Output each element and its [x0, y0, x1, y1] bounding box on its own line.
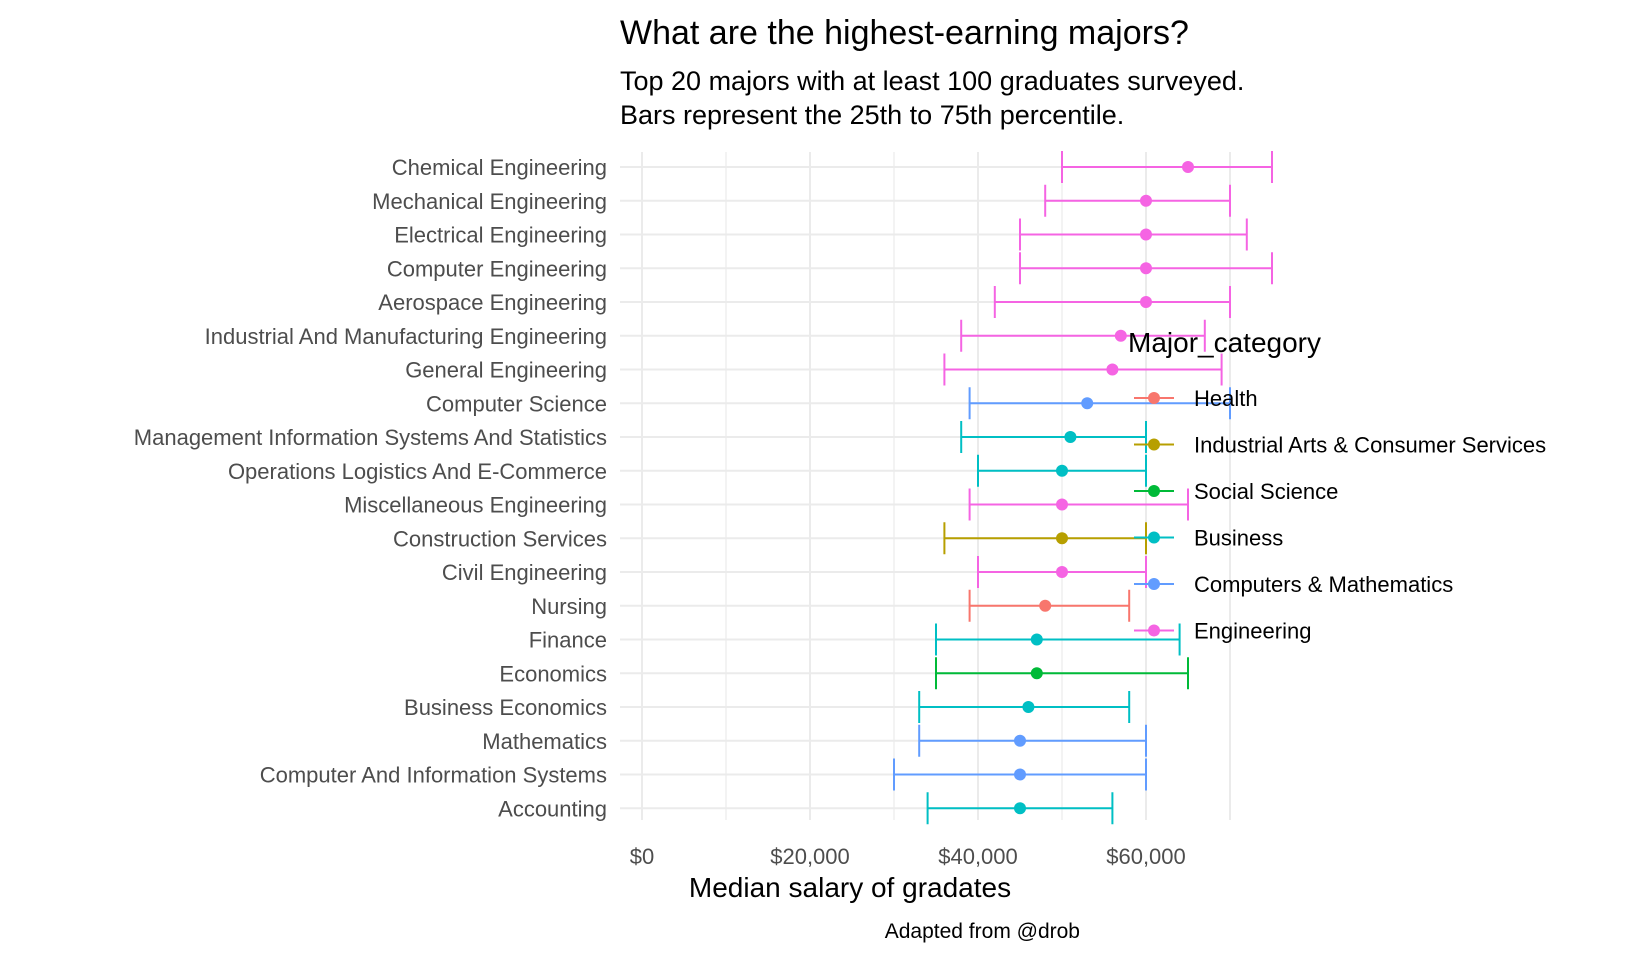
y-tick-label: Construction Services: [393, 526, 607, 551]
median-point: [1056, 532, 1068, 545]
median-point: [1140, 262, 1152, 275]
errorbar-group: [1044, 184, 1231, 217]
y-tick-label: Nursing: [531, 594, 607, 619]
errorbar-group: [918, 724, 1147, 757]
median-point: [1014, 734, 1026, 747]
median-point: [1081, 397, 1094, 410]
errorbar-group: [1019, 218, 1248, 251]
legend-key-point: [1148, 624, 1160, 637]
median-point: [1030, 633, 1043, 646]
legend-key-point: [1148, 578, 1160, 590]
x-tick-label: $40,000: [938, 844, 1018, 869]
errorbar-group: [960, 319, 1206, 352]
errorbar-group: [918, 691, 1131, 723]
y-tick-label: Economics: [499, 661, 607, 686]
x-tick-label: $60,000: [1106, 844, 1186, 869]
legend-key-point: [1148, 438, 1160, 451]
y-tick-label: Civil Engineering: [442, 560, 607, 585]
x-axis-label: Median salary of gradates: [689, 872, 1011, 903]
median-point: [1140, 194, 1152, 207]
median-point: [1140, 228, 1152, 241]
legend-item: Health: [1134, 386, 1258, 411]
y-tick-label: Computer And Information Systems: [260, 763, 607, 788]
y-tick-label: Mathematics: [482, 729, 607, 754]
median-point: [1064, 431, 1077, 443]
legend-title: Major_category: [1128, 327, 1321, 358]
errorbar-group: [968, 387, 1231, 420]
legend-label: Engineering: [1194, 619, 1311, 644]
legend-item: Engineering: [1134, 619, 1311, 644]
median-point: [1022, 701, 1035, 713]
chart-subtitle-line-1: Top 20 majors with at least 100 graduate…: [620, 66, 1244, 96]
legend: Major_category Health Industrial Arts & C…: [1128, 327, 1546, 644]
median-point: [1056, 498, 1068, 511]
median-point: [1114, 329, 1127, 342]
median-point: [1140, 296, 1152, 308]
errorbar-group: [893, 758, 1147, 791]
errorbar-group: [935, 657, 1189, 690]
chart-title: What are the highest-earning majors?: [620, 14, 1189, 52]
legend-label: Social Science: [1194, 479, 1338, 504]
y-tick-label: Aerospace Engineering: [378, 290, 607, 315]
y-tick-label: Business Economics: [404, 695, 607, 720]
y-tick-label: Industrial And Manufacturing Engineering: [205, 324, 607, 349]
legend-label: Computers & Mathematics: [1194, 572, 1453, 597]
x-axis: $0 $20,000 $40,000 $60,000: [630, 844, 1186, 869]
y-tick-label: Computer Engineering: [387, 256, 607, 281]
legend-key-point: [1148, 531, 1160, 544]
x-tick-label: $20,000: [770, 844, 850, 869]
errorbar-group: [977, 454, 1147, 487]
y-tick-label: Miscellaneous Engineering: [344, 493, 607, 518]
y-tick-label: Accounting: [498, 796, 607, 821]
legend-item: Industrial Arts & Consumer Services: [1134, 433, 1546, 458]
errorbar-group: [960, 421, 1147, 453]
errorbar-group: [1061, 151, 1273, 183]
errorbar-group: [1019, 252, 1273, 285]
errorbar-group: [993, 286, 1231, 318]
median-point: [1039, 599, 1052, 612]
legend-key-point: [1148, 392, 1160, 404]
y-tick-label: Mechanical Engineering: [372, 189, 607, 214]
median-point: [1056, 464, 1068, 477]
median-point: [1030, 667, 1043, 680]
plot-grid: [620, 152, 1231, 820]
legend-key-point: [1148, 485, 1160, 497]
y-tick-label: General Engineering: [405, 358, 607, 383]
errorbar-group: [935, 623, 1181, 656]
median-point: [1182, 161, 1194, 173]
errorbar-group: [943, 353, 1223, 386]
y-tick-label: Computer Science: [426, 391, 607, 416]
errorbar-group: [977, 556, 1147, 588]
y-tick-label: Operations Logistics And E-Commerce: [228, 459, 607, 484]
median-point: [1056, 566, 1068, 578]
median-point: [1106, 363, 1119, 376]
errorbar-group: [943, 522, 1147, 555]
y-tick-label: Electrical Engineering: [394, 223, 607, 248]
chart-caption: Adapted from @drob: [885, 920, 1080, 943]
errorbar-group: [926, 792, 1114, 825]
chart-subtitle-line-2: Bars represent the 25th to 75th percenti…: [620, 100, 1124, 130]
y-axis: Chemical Engineering Mechanical Engineeri…: [134, 155, 607, 821]
errorbar-group: [968, 488, 1189, 521]
x-tick-label: $0: [630, 844, 654, 869]
plot-marks: [893, 151, 1273, 825]
legend-item: Social Science: [1134, 479, 1338, 504]
legend-items: Health Industrial Arts & Consumer Service…: [1134, 386, 1546, 644]
errorbar-group: [968, 589, 1131, 622]
legend-item: Computers & Mathematics: [1134, 572, 1453, 597]
median-point: [1014, 768, 1026, 781]
y-tick-label: Chemical Engineering: [392, 155, 607, 180]
y-tick-label: Management Information Systems And Stati…: [134, 425, 607, 450]
legend-label: Health: [1194, 386, 1258, 411]
median-point: [1014, 802, 1026, 815]
legend-label: Business: [1194, 526, 1283, 551]
legend-item: Business: [1134, 526, 1283, 551]
y-tick-label: Finance: [529, 628, 607, 653]
legend-label: Industrial Arts & Consumer Services: [1194, 433, 1546, 458]
